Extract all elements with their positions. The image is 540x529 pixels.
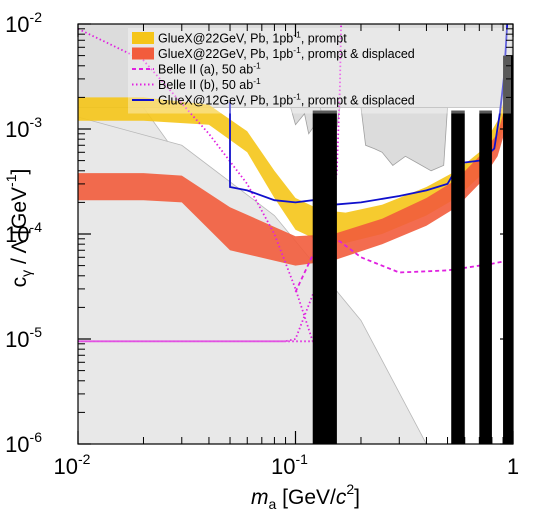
x-tick-label-3: 1 [507,454,519,479]
x-tick-exp: -1 [296,451,309,467]
y-tick-exp: -6 [30,429,43,445]
x-axis-label: ma [GeV/c2] [251,481,360,512]
legend-swatch-1 [132,32,154,44]
legend-entry-4: Belle II (b), 50 ab-1 [158,76,261,92]
legend-entry-rest: , prompt & displaced [301,47,415,61]
excluded-region-3 [78,24,513,108]
legend-entry-3: Belle II (a), 50 ab-1 [158,61,261,77]
y-axis-label-part: -1 [3,174,19,187]
legend-entry-text: Belle II (a), 50 ab [158,63,253,77]
black-bar-1 [312,110,337,444]
y-tick-label-3: 10-4 [5,219,42,247]
legend-entry-sup: -1 [253,76,261,86]
y-tick-exp: -5 [30,324,43,340]
legend-entry-sup: -1 [253,61,261,71]
band-series-2 [78,89,511,266]
x-axis-label-part: 2 [346,481,354,497]
line-series-5 [229,24,509,206]
black-bar-2 [451,110,465,444]
y-tick-exp: -3 [30,114,43,130]
band-series-1 [78,82,511,243]
excluded-region-5 [360,107,448,172]
y-tick-base: 10 [5,327,29,352]
y-tick-label-2: 10-5 [5,324,42,352]
y-axis-label-part: c [8,277,31,288]
legend-entry-rest: , prompt & displaced [301,94,415,108]
x-tick-label-1: 10-2 [54,451,91,479]
legend-box [128,28,511,114]
x-tick-base: 10 [54,454,78,479]
x-axis-label-part: c [336,486,347,509]
y-axis-label-part: / Λ [GeV [8,187,31,270]
y-tick-base: 10 [5,117,29,142]
legend-swatch-2 [132,47,154,60]
y-tick-base: 10 [5,12,29,37]
y-tick-exp: -2 [30,9,43,25]
legend-entry-2: GlueX@22GeV, Pb, 1pb-1, prompt & displac… [158,45,415,61]
line-series-4 [78,24,342,343]
y-tick-label-4: 10-3 [5,114,42,142]
plot-area [78,24,513,444]
y-tick-label-1: 10-6 [5,429,42,457]
legend-entry-sup: -1 [293,30,301,40]
x-axis-label-part: a [269,496,277,512]
y-axis-label-part: ] [8,169,31,175]
y-axis-label-part: γ [18,270,34,277]
x-axis-label-part: ] [354,486,360,509]
legend-entry-text: GlueX@12GeV, Pb, 1pb [158,94,293,108]
x-tick-base: 10 [271,454,295,479]
x-axis-label-part: [GeV/ [276,486,336,509]
legend-entry-rest: , prompt [301,32,347,46]
legend-entry-5: GlueX@12GeV, Pb, 1pb-1, prompt & displac… [158,92,415,108]
x-axis-label-part: m [251,486,269,509]
legend-entry-sup: -1 [293,92,301,102]
legend-entry-text: GlueX@22GeV, Pb, 1pb [158,32,293,46]
legend-entry-text: GlueX@22GeV, Pb, 1pb [158,47,293,61]
x-tick-exp: -2 [78,451,91,467]
y-tick-exp: -4 [30,219,43,235]
legend-entry-text: Belle II (b), 50 ab [158,78,253,92]
y-tick-label-5: 10-2 [5,9,42,37]
x-tick-label-2: 10-1 [271,451,308,479]
y-axis-label: cγ / Λ [GeV-1] [3,169,34,288]
legend-entry-1: GlueX@22GeV, Pb, 1pb-1, prompt [158,30,347,46]
legend-entry-sup: -1 [293,45,301,55]
y-tick-base: 10 [5,222,29,247]
y-tick-base: 10 [5,432,29,457]
black-bar-3 [479,110,492,444]
x-tick-base: 1 [507,454,519,479]
